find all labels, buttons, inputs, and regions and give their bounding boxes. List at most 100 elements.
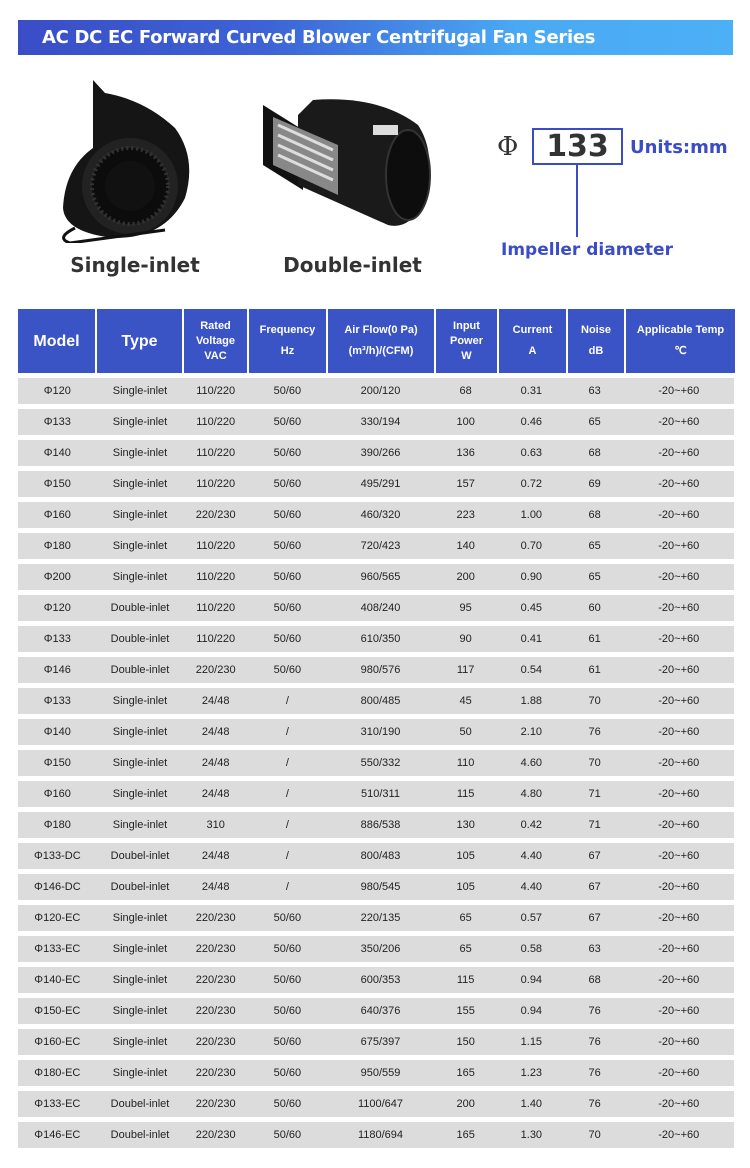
cell-type: Single-inlet (112, 943, 168, 955)
cell-model: Φ180-EC (34, 1067, 81, 1079)
cell-current: 4.40 (520, 881, 543, 893)
cell-input-power: 115 (456, 788, 475, 800)
cell-air-flow: 200/120 (360, 385, 401, 397)
header-text: W (461, 349, 472, 362)
cell-rated-voltage: 110/220 (196, 540, 236, 552)
cell-noise: 76 (588, 1067, 601, 1079)
cell-frequency: / (285, 757, 289, 769)
cell-noise: 61 (588, 664, 601, 676)
cell-frequency: 50/60 (273, 664, 302, 676)
cell-air-flow: 1180/694 (357, 1129, 404, 1141)
header-air-flow: Air Flow(0 Pa) (m³/h)/(CFM) (328, 309, 434, 373)
cell-air-flow: 800/485 (360, 695, 401, 707)
cell-type: Single-inlet (112, 385, 168, 397)
cell-type: Single-inlet (112, 788, 168, 800)
cell-air-flow: 640/376 (360, 1005, 401, 1017)
cell-noise: 67 (588, 912, 601, 924)
cell-rated-voltage: 220/230 (195, 1067, 236, 1079)
table-row: Φ146 Double-inlet 220/230 50/60 980/576 117 0.… (18, 657, 734, 683)
cell-noise: 69 (588, 478, 601, 490)
table-row: Φ200 Single-inlet 110/220 50/60 960/565 200 0.… (18, 564, 734, 590)
cell-current: 0.94 (520, 974, 543, 986)
cell-frequency: / (285, 881, 289, 893)
table-row: Φ140 Single-inlet 24/48 / 310/190 50 2.10 76 -20… (18, 719, 734, 745)
cell-applicable-temp: -20~+60 (658, 881, 700, 893)
cell-applicable-temp: -20~+60 (658, 1129, 700, 1141)
cell-model: Φ120-EC (34, 912, 81, 924)
table-row: Φ133-EC Doubel-inlet 220/230 50/60 1100/647 2… (18, 1091, 734, 1117)
cell-applicable-temp: -20~+60 (658, 509, 700, 521)
cell-frequency: / (285, 850, 289, 862)
header-text: VAC (204, 349, 227, 362)
cell-model: Φ140-EC (34, 974, 81, 986)
cell-rated-voltage: 24/48 (201, 695, 230, 707)
cell-type: Single-inlet (112, 540, 168, 552)
cell-current: 1.40 (520, 1098, 543, 1110)
cell-applicable-temp: -20~+60 (658, 850, 700, 862)
cell-current: 0.41 (520, 633, 543, 645)
cell-current: 4.40 (520, 850, 543, 862)
cell-type: Single-inlet (112, 695, 168, 707)
cell-type: Doubel-inlet (110, 881, 170, 893)
cell-input-power: 65 (459, 912, 472, 924)
cell-applicable-temp: -20~+60 (658, 478, 700, 490)
cell-air-flow: 310/190 (360, 726, 401, 738)
header-model: Model (18, 309, 95, 373)
cell-noise: 70 (588, 757, 601, 769)
cell-type: Doubel-inlet (110, 1129, 170, 1141)
cell-model: Φ146 (43, 664, 71, 676)
cell-type: Single-inlet (112, 974, 168, 986)
header-text: Input (453, 319, 480, 332)
impeller-diameter-caption: Impeller diameter (501, 240, 673, 260)
cell-model: Φ150 (43, 757, 71, 769)
table-row: Φ133 Single-inlet 110/220 50/60 330/194 100 0.… (18, 409, 734, 435)
cell-rated-voltage: 110/220 (196, 478, 236, 490)
cell-input-power: 117 (456, 664, 475, 676)
cell-input-power: 45 (459, 695, 472, 707)
table-row: Φ150-EC Single-inlet 220/230 50/60 640/376 15… (18, 998, 734, 1024)
cell-model: Φ180 (43, 540, 71, 552)
cell-air-flow: 800/483 (360, 850, 401, 862)
header-text: A (528, 345, 537, 357)
cell-type: Single-inlet (112, 819, 168, 831)
cell-air-flow: 950/559 (360, 1067, 401, 1079)
cell-input-power: 136 (456, 447, 475, 459)
header-text: Rated (200, 319, 231, 332)
table-row: Φ133-DC Doubel-inlet 24/48 / 800/483 105 4.40 6… (18, 843, 734, 869)
cell-type: Single-inlet (112, 416, 168, 428)
cell-rated-voltage: 110/220 (196, 385, 236, 397)
header-text: Frequency (259, 324, 316, 336)
cell-noise: 65 (588, 571, 601, 583)
cell-applicable-temp: -20~+60 (658, 385, 700, 397)
cell-air-flow: 980/545 (360, 881, 401, 893)
table-row: Φ180 Single-inlet 110/220 50/60 720/423 140 0.… (18, 533, 734, 559)
cell-applicable-temp: -20~+60 (658, 1005, 700, 1017)
cell-input-power: 90 (459, 633, 472, 645)
header-type: Type (97, 309, 182, 373)
cell-rated-voltage: 220/230 (195, 1005, 236, 1017)
header-rated-voltage: Rated Voltage VAC (184, 309, 247, 373)
cell-frequency: 50/60 (273, 633, 302, 645)
table-row: Φ140 Single-inlet 110/220 50/60 390/266 136 0.… (18, 440, 734, 466)
cell-air-flow: 720/423 (360, 540, 401, 552)
cell-air-flow: 960/565 (360, 571, 401, 583)
cell-type: Double-inlet (110, 664, 170, 676)
cell-air-flow: 980/576 (360, 664, 401, 676)
cell-applicable-temp: -20~+60 (658, 819, 700, 831)
table-row: Φ133-EC Single-inlet 220/230 50/60 350/206 65… (18, 936, 734, 962)
cell-frequency: 50/60 (273, 974, 302, 986)
cell-input-power: 100 (456, 416, 475, 428)
cell-applicable-temp: -20~+60 (658, 1098, 700, 1110)
cell-rated-voltage: 220/230 (195, 509, 236, 521)
cell-input-power: 95 (459, 602, 472, 614)
cell-air-flow: 600/353 (360, 974, 401, 986)
double-inlet-caption: Double-inlet (283, 253, 422, 277)
cell-model: Φ120 (43, 602, 71, 614)
cell-noise: 70 (588, 695, 601, 707)
cell-model: Φ200 (43, 571, 71, 583)
cell-current: 4.80 (520, 788, 543, 800)
cell-air-flow: 610/350 (360, 633, 401, 645)
cell-type: Single-inlet (112, 1036, 168, 1048)
cell-air-flow: 495/291 (360, 478, 401, 490)
cell-model: Φ180 (43, 819, 71, 831)
